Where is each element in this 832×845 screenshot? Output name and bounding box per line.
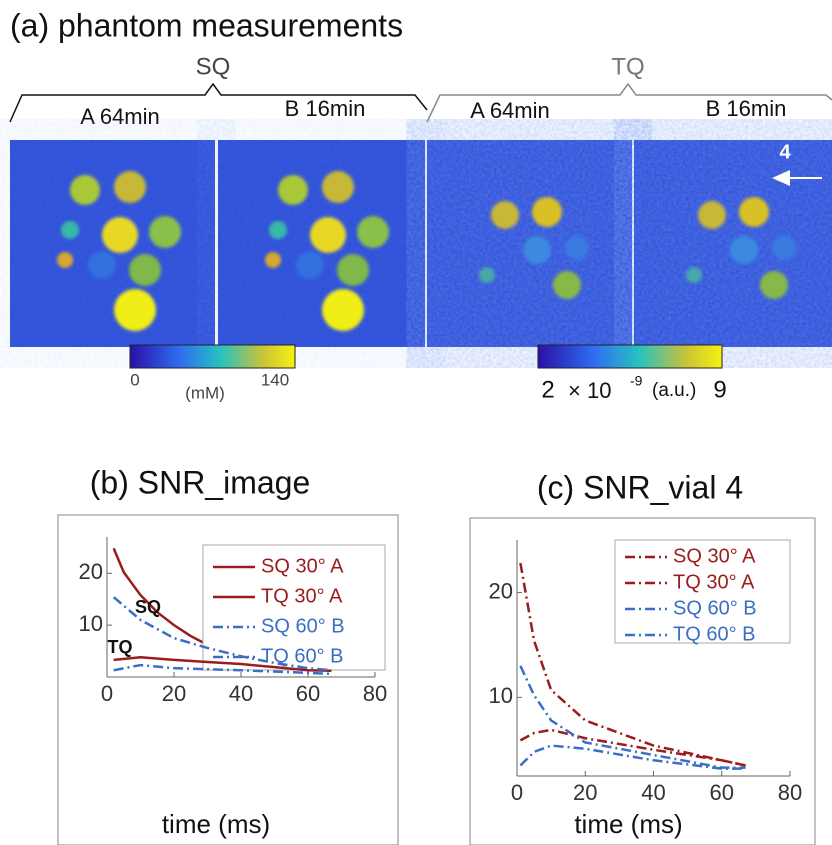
- vial: [760, 271, 788, 299]
- vial: [739, 197, 769, 227]
- vial: [337, 254, 369, 286]
- y-tick-label: 10: [489, 683, 513, 708]
- series-line: [519, 728, 746, 767]
- colorbar-label: 2: [541, 376, 554, 403]
- vial: [322, 171, 354, 203]
- colorbar: [537, 344, 723, 369]
- legend-label: TQ 30° A: [261, 585, 343, 607]
- vial: [553, 271, 581, 299]
- colorbar-exponent: -9: [630, 373, 643, 389]
- vial: [523, 236, 551, 264]
- image-label: B 16min: [285, 96, 366, 121]
- series-line: [113, 656, 332, 673]
- arrow-label: 4: [779, 141, 791, 163]
- vial: [265, 252, 281, 268]
- x-tick-label: 80: [778, 780, 802, 805]
- vial: [114, 289, 156, 331]
- series-line: [113, 663, 332, 676]
- vial: [129, 254, 161, 286]
- group-label: SQ: [196, 53, 231, 80]
- x-tick-label: 60: [710, 780, 734, 805]
- legend-label: SQ 30° A: [673, 545, 756, 567]
- arrow-head: [772, 170, 790, 186]
- x-tick-label: 40: [229, 681, 253, 706]
- legend-label: SQ 60° B: [673, 597, 757, 619]
- x-tick-label: 0: [101, 681, 113, 706]
- annotation: SQ: [135, 597, 161, 617]
- vial: [532, 197, 562, 227]
- y-tick-label: 20: [489, 578, 513, 603]
- colorbar: [129, 344, 296, 369]
- group-label: TQ: [611, 53, 644, 80]
- x-tick-label: 0: [511, 780, 523, 805]
- legend-label: TQ 30° A: [673, 571, 755, 593]
- series-line: [519, 665, 746, 769]
- vial: [310, 217, 346, 253]
- annotation: TQ: [108, 637, 133, 657]
- bracket: [426, 82, 832, 123]
- vial: [269, 221, 287, 239]
- vial: [70, 175, 100, 205]
- colorbar-label: 0: [130, 370, 139, 389]
- legend-label: SQ 30° A: [261, 555, 344, 577]
- vial: [686, 267, 702, 283]
- colorbar-label: 140: [261, 370, 289, 389]
- x-axis-label: time (ms): [574, 809, 682, 839]
- vial: [357, 216, 389, 248]
- vial: [296, 251, 324, 279]
- charts: (b) SNR_image 0 20 40 60 80 10 20 time (ms) SQ 30…: [57, 464, 816, 845]
- phantom-images: 4: [10, 140, 832, 347]
- vial: [322, 289, 364, 331]
- legend-box: [614, 539, 791, 644]
- legend-label: TQ 60° B: [673, 623, 755, 645]
- y-tick-label: 20: [79, 559, 103, 584]
- x-tick-label: 60: [296, 681, 320, 706]
- chart-frame: [469, 517, 816, 845]
- vial: [491, 201, 519, 229]
- y-tick-label: 10: [79, 611, 103, 636]
- chart-frame: [57, 514, 399, 845]
- x-tick-label: 40: [641, 780, 665, 805]
- vial: [278, 175, 308, 205]
- image-label: B 16min: [706, 96, 787, 121]
- x-axis-label: time (ms): [162, 809, 270, 839]
- image-label: A 64min: [470, 98, 550, 123]
- colorbar-label: 9: [713, 376, 726, 403]
- vial: [102, 217, 138, 253]
- x-tick-label: 20: [573, 780, 597, 805]
- chart-title: (c) SNR_vial 4: [537, 469, 743, 505]
- colorbar-unit: (a.u.): [652, 380, 696, 401]
- series-line: [112, 596, 332, 672]
- vial: [772, 236, 796, 260]
- vial: [57, 252, 73, 268]
- vial: [114, 171, 146, 203]
- vial: [730, 236, 758, 264]
- legend-label: SQ 60° B: [261, 615, 345, 637]
- image-label: A 64min: [80, 104, 160, 129]
- bracket: [9, 82, 428, 123]
- vial: [479, 267, 495, 283]
- chart-title: (b) SNR_image: [90, 464, 311, 500]
- panel-title: (a) phantom measurements: [10, 7, 403, 43]
- colorbar-multiplier: × 10: [568, 378, 611, 403]
- x-tick-label: 80: [363, 681, 387, 706]
- x-tick-label: 20: [162, 681, 186, 706]
- vial: [698, 201, 726, 229]
- colorbar-unit: (mM): [185, 383, 225, 402]
- vial: [88, 251, 116, 279]
- series-line: [519, 744, 746, 770]
- vial: [149, 216, 181, 248]
- legend-label: TQ 60° B: [261, 645, 343, 667]
- vial: [565, 236, 589, 260]
- vial: [61, 221, 79, 239]
